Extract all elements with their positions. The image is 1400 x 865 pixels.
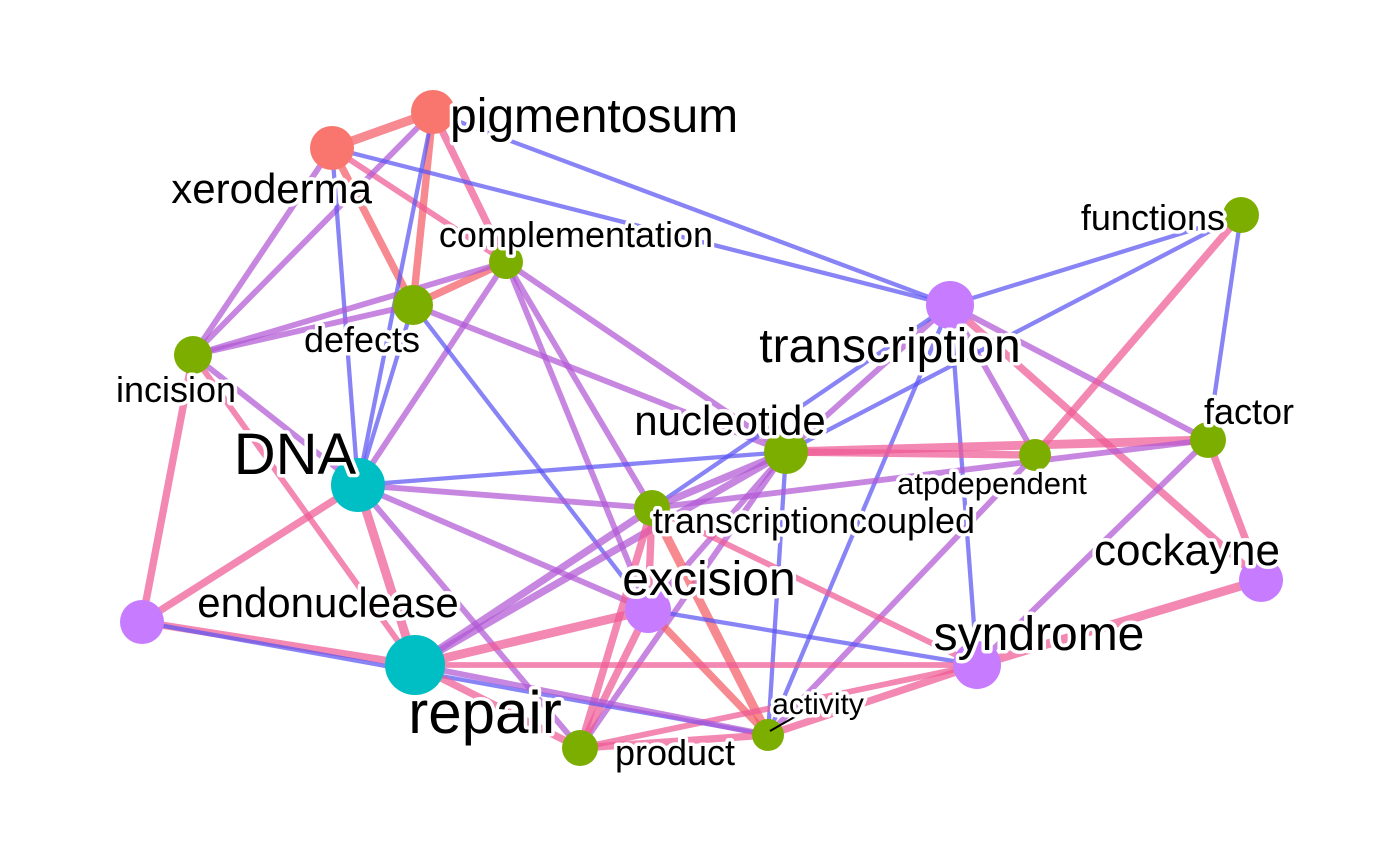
edge-incision-repair [190,352,418,668]
node-label-transcriptioncoupled: transcriptioncoupled [653,500,975,541]
edge-functions-atpdependent [1031,211,1245,459]
node-xeroderma [310,126,354,170]
edge-cockayne-syndrome [972,575,1266,670]
activity-leader-line [769,714,799,732]
node-label-transcription: transcription [759,320,1020,373]
edge-factor-cockayne [1204,436,1265,584]
edge-syndrome-activity [764,661,981,739]
node-nucleotide [764,430,808,474]
node-label-defects: defects [304,319,420,360]
edge-incision-complementation [190,259,509,358]
node-syndrome [953,641,1001,689]
edge-defects-nucleotide [410,302,789,455]
edge-pigmentosum-transcription [430,109,953,308]
edge-excision-repair [410,605,653,670]
node-label-product: product [615,732,735,773]
node-label-cockayne: cockayne [1094,526,1280,575]
edge-DNA-excision [355,482,651,613]
edge-transcription-atpdependent [947,302,1038,458]
node-atpdependent [1019,439,1051,471]
label-layer: pigmentosum xeroderma functions complementa… [112,87,1297,777]
node-product [562,730,598,766]
edge-DNA-incision [190,352,361,488]
node-label-activity: activity [772,688,864,721]
edge-syndrome-product [577,662,980,751]
node-endonuclease [120,600,164,644]
node-transcription [926,281,974,329]
node-transcriptioncoupled [634,490,670,526]
edge-DNA-product [355,482,583,751]
node-label-atpdependent: atpdependent [897,466,1087,501]
edge-complementation-nucleotide [503,259,789,455]
edge-transcriptioncoupled-repair [411,504,656,669]
node-label-incision: incision [116,369,236,410]
edge-nucleotide-DNA [355,449,789,488]
edge-defects-excision [410,302,651,613]
edge-pigmentosum-incision [190,109,436,358]
edge-pigmentosum-complementation [429,108,510,266]
edge-transcription-nucleotide [783,302,953,455]
node-label-factor: factor [1204,391,1294,432]
node-label-xeroderma: xeroderma [171,165,372,212]
edge-DNA-repair [353,480,420,670]
edge-transcriptioncoupled-product [576,504,656,752]
edge-transcription-transcriptioncoupled [649,302,953,511]
node-factor [1190,422,1226,458]
node-activity [752,719,784,751]
node-label-complementation: complementation [439,214,713,255]
edge-incision-defects [190,302,416,358]
edge-nucleotide-atpdependent [782,448,1039,459]
node-excision [625,587,671,633]
edge-nucleotide-excision [645,449,789,613]
edge-product-activity [576,731,772,752]
edge-functions-nucleotide [783,212,1244,455]
edge-factor-transcriptioncoupled [649,437,1211,511]
node-label-functions: functions [1081,197,1225,238]
edge-xeroderma-complementation [329,145,509,265]
edge-defects-DNA [355,302,416,488]
edge-DNA-transcriptioncoupled [355,482,655,511]
node-repair [385,635,445,695]
node-label-DNA: DNA [234,422,357,487]
edge-repair-product [411,661,584,752]
edge-complementation-transcriptioncoupled [503,259,655,511]
node-cockayne [1239,558,1283,602]
node-label-syndrome: syndrome [934,608,1145,661]
edge-complementation-DNA [355,259,509,488]
node-defects [393,285,433,325]
node-label-repair: repair [408,679,561,746]
node-DNA [331,458,385,512]
edge-xeroderma-transcription [329,145,953,308]
edge-factor-syndrome [974,437,1211,668]
node-layer [120,90,1283,766]
edge-transcriptioncoupled-syndrome [649,505,980,668]
edge-xeroderma-DNA [329,145,361,488]
edge-transcription-factor [947,302,1211,443]
node-label-nucleotide: nucleotide [634,397,825,444]
edge-nucleotide-activity [765,449,789,738]
edge-DNA-endonuclease [138,481,362,626]
edge-xeroderma-incision [190,145,335,358]
node-label-excision: excision [622,553,795,606]
edge-atpdependent-activity [765,452,1038,738]
edge-functions-factor [1205,212,1244,443]
node-label-endonuclease: endonuclease [197,579,459,626]
edge-excision-syndrome [645,607,980,668]
edge-complementation-excision [503,259,651,613]
edge-nucleotide-product [577,449,789,751]
node-incision [174,336,212,374]
edge-repair-activity [412,662,771,738]
node-label-pigmentosum: pigmentosum [450,90,738,143]
node-complementation [489,245,523,279]
node-pigmentosum [411,90,455,134]
node-functions [1223,197,1259,233]
edge-transcription-functions [947,212,1244,308]
edge-layer [138,107,1266,752]
edge-excision-product [576,606,652,752]
edge-incision-endonuclease [138,351,197,626]
